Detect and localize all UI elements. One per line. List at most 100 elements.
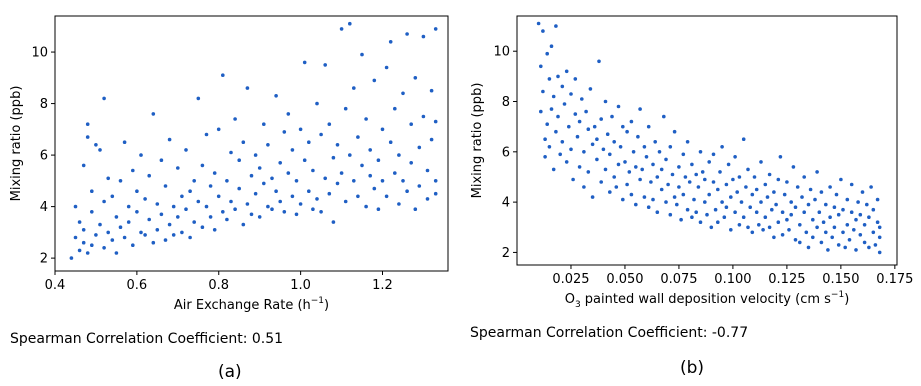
data-point <box>625 129 629 134</box>
y-tick-label: 10 <box>493 45 510 60</box>
data-point <box>757 223 761 227</box>
plot-frame <box>54 15 449 272</box>
data-point <box>862 223 867 227</box>
data-point <box>582 185 586 189</box>
x-tick-label: 0.125 <box>768 272 805 287</box>
data-point <box>590 142 595 147</box>
data-point <box>257 215 262 219</box>
plot-frame <box>516 15 898 266</box>
data-point <box>770 207 774 212</box>
data-point <box>569 92 573 96</box>
data-point <box>421 114 426 119</box>
data-point <box>368 173 373 178</box>
x-tick-label: 0.050 <box>606 272 643 287</box>
data-point <box>73 235 78 240</box>
data-point <box>672 195 677 199</box>
data-point <box>828 185 832 189</box>
data-point <box>180 194 184 199</box>
data-point <box>696 185 701 189</box>
data-point <box>703 177 707 182</box>
data-point <box>599 180 603 184</box>
data-point <box>791 165 796 169</box>
data-point <box>102 96 106 101</box>
x-axis-label: Air Exchange Rate (h−1) <box>174 296 329 313</box>
data-point <box>554 24 558 28</box>
data-point <box>785 180 789 184</box>
data-point <box>372 186 377 191</box>
data-point <box>800 195 804 199</box>
data-point <box>547 145 552 149</box>
data-point <box>562 102 567 106</box>
data-point <box>376 207 381 211</box>
data-point <box>90 243 94 247</box>
data-point <box>253 153 258 157</box>
data-point <box>867 245 871 250</box>
y-tick-label: 8 <box>40 97 48 112</box>
data-point <box>356 194 360 199</box>
data-point <box>188 235 192 240</box>
data-point <box>690 162 694 167</box>
data-point <box>646 124 651 129</box>
data-point <box>849 182 854 187</box>
data-point <box>787 228 791 232</box>
data-point <box>629 192 634 197</box>
data-point <box>262 181 266 186</box>
data-point <box>147 173 151 178</box>
data-point <box>664 157 668 162</box>
data-point <box>131 168 135 173</box>
data-point <box>655 210 660 214</box>
data-point <box>221 73 225 77</box>
data-point <box>81 228 86 232</box>
data-point <box>409 122 414 126</box>
data-point <box>824 230 828 235</box>
data-point <box>750 192 755 197</box>
data-point <box>388 40 393 44</box>
data-point <box>599 117 603 121</box>
data-point <box>159 158 164 162</box>
data-point <box>854 217 858 222</box>
data-point <box>409 161 414 165</box>
data-point <box>425 168 430 173</box>
data-point <box>662 114 666 119</box>
data-point <box>720 200 724 204</box>
data-point <box>817 210 822 214</box>
data-point <box>664 200 668 204</box>
data-point <box>590 195 595 199</box>
data-point <box>819 190 824 194</box>
data-point <box>754 187 759 192</box>
x-tick-label: 0.150 <box>822 272 859 287</box>
scatter-points <box>536 21 882 255</box>
data-point <box>569 147 573 152</box>
data-point <box>741 215 746 219</box>
data-point <box>847 238 852 242</box>
data-point <box>776 177 781 182</box>
x-tick-label: 1.2 <box>372 278 393 293</box>
data-point <box>302 158 307 162</box>
y-tick-label: 2 <box>40 252 48 267</box>
data-point <box>873 243 878 247</box>
data-point <box>586 127 591 131</box>
data-point <box>763 182 768 187</box>
data-point <box>789 200 793 204</box>
data-point <box>877 250 882 255</box>
data-point <box>167 222 172 227</box>
data-point <box>560 84 565 89</box>
data-point <box>417 145 422 150</box>
data-point <box>270 207 274 211</box>
data-point <box>110 238 115 242</box>
data-point <box>69 256 74 260</box>
data-point <box>200 163 205 168</box>
data-point <box>118 179 123 183</box>
data-point <box>856 200 860 204</box>
data-point <box>852 228 856 232</box>
data-point <box>541 29 545 33</box>
data-point <box>364 204 368 209</box>
data-point <box>646 205 651 209</box>
chart-b: 0.025 0.050 0.075 0.100 0.125 0.150 0.175 2 4 6 8 1… <box>470 15 913 310</box>
y-tick-label: 6 <box>40 149 48 164</box>
data-point <box>724 182 729 187</box>
y-tick-label: 8 <box>502 95 510 110</box>
data-point <box>858 233 863 237</box>
data-point <box>339 171 344 175</box>
data-point <box>601 147 606 152</box>
